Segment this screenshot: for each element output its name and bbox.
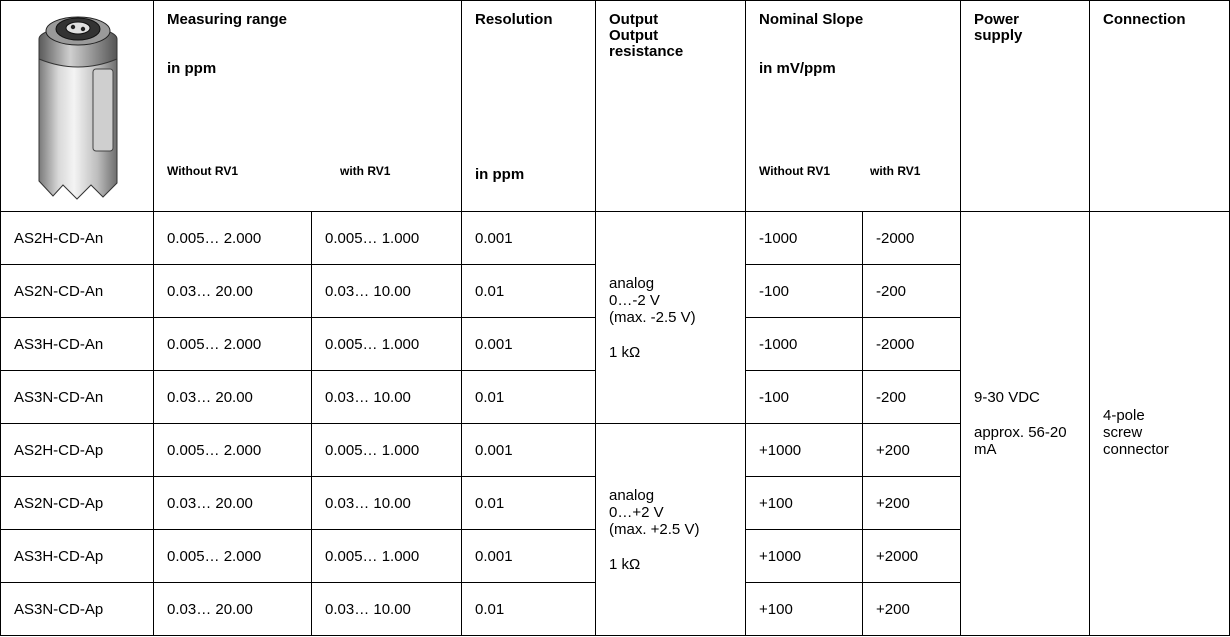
model-cell: AS3N-CD-An bbox=[0, 370, 154, 424]
range-without-cell: 0.005… 2.000 bbox=[153, 211, 312, 265]
range-with-cell: 0.005… 1.000 bbox=[311, 529, 462, 583]
output-negative-line1: analog bbox=[609, 274, 655, 292]
table-row: AS3N-CD-An 0.03… 20.00 0.03… 10.00 0.01 … bbox=[0, 370, 1230, 424]
output-positive-line2: 0…+2 V bbox=[609, 503, 664, 521]
range-without-cell: 0.03… 20.00 bbox=[153, 264, 312, 318]
range-with-cell: 0.03… 10.00 bbox=[311, 476, 462, 530]
table-row: AS2H-CD-Ap 0.005… 2.000 0.005… 1.000 0.0… bbox=[0, 423, 1230, 636]
range-with-rv1-label: with RV1 bbox=[340, 164, 391, 178]
table-row: AS3H-CD-Ap 0.005… 2.000 0.005… 1.000 0.0… bbox=[0, 529, 1230, 583]
output-header: Output Output resistance bbox=[595, 0, 746, 212]
model-cell: AS2N-CD-Ap bbox=[0, 476, 154, 530]
connection-cell: 4-pole screw connector bbox=[1089, 211, 1230, 636]
range-with-cell: 0.03… 10.00 bbox=[311, 370, 462, 424]
slope-without-cell: -100 bbox=[745, 370, 863, 424]
output-title-1: Output bbox=[609, 11, 659, 28]
slope-with-cell: +2000 bbox=[862, 529, 961, 583]
nominal-slope-unit: in mV/ppm bbox=[759, 60, 836, 77]
nominal-slope-header: Nominal Slope in mV/ppm Without RV1 with… bbox=[745, 0, 961, 212]
range-with-cell: 0.03… 10.00 bbox=[311, 582, 462, 636]
output-title-3: resistance bbox=[609, 43, 684, 60]
model-cell: AS3H-CD-Ap bbox=[0, 529, 154, 583]
table-row: AS3H-CD-An 0.005… 2.000 0.005… 1.000 0.0… bbox=[0, 317, 1230, 371]
slope-without-cell: +1000 bbox=[745, 529, 863, 583]
sensor-photo-cell bbox=[0, 0, 154, 212]
power-title-2: supply bbox=[974, 27, 1023, 44]
measuring-range-unit: in ppm bbox=[167, 60, 217, 77]
table-row: AS3N-CD-Ap 0.03… 20.00 0.03… 10.00 0.01 … bbox=[0, 582, 1230, 636]
output-positive-line3: (max. +2.5 V) bbox=[609, 520, 700, 538]
slope-with-cell: +200 bbox=[862, 423, 961, 477]
output-negative-resistance: 1 kΩ bbox=[609, 343, 641, 361]
output-negative-line2: 0…-2 V bbox=[609, 291, 660, 309]
slope-without-cell: -1000 bbox=[745, 317, 863, 371]
sensor-probe-icon bbox=[38, 16, 118, 200]
header-row: Measuring range in ppm Without RV1 with … bbox=[0, 0, 1230, 212]
slope-with-cell: -2000 bbox=[862, 211, 961, 265]
range-without-cell: 0.005… 2.000 bbox=[153, 423, 312, 477]
slope-with-cell: +200 bbox=[862, 582, 961, 636]
resolution-cell: 0.001 bbox=[461, 211, 596, 265]
power-title-1: Power bbox=[974, 11, 1020, 28]
output-negative-line3: (max. -2.5 V) bbox=[609, 308, 696, 326]
connection-line1: 4-pole bbox=[1103, 407, 1145, 424]
connection-line2: screw bbox=[1103, 424, 1143, 441]
model-cell: AS2H-CD-An bbox=[0, 211, 154, 265]
slope-with-cell: -200 bbox=[862, 370, 961, 424]
resolution-cell: 0.01 bbox=[461, 476, 596, 530]
table-row: AS2N-CD-An 0.03… 20.00 0.03… 10.00 0.01 … bbox=[0, 264, 1230, 318]
output-negative-cell: analog 0…-2 V (max. -2.5 V) 1 kΩ bbox=[595, 211, 746, 424]
range-with-cell: 0.005… 1.000 bbox=[311, 211, 462, 265]
range-with-cell: 0.005… 1.000 bbox=[311, 317, 462, 371]
slope-without-cell: +100 bbox=[745, 476, 863, 530]
table-row: AS2H-CD-An 0.005… 2.000 0.005… 1.000 0.0… bbox=[0, 211, 1230, 636]
slope-without-cell: -100 bbox=[745, 264, 863, 318]
resolution-cell: 0.001 bbox=[461, 423, 596, 477]
nominal-slope-title: Nominal Slope bbox=[759, 11, 864, 28]
slope-with-cell: -2000 bbox=[862, 317, 961, 371]
range-with-cell: 0.005… 1.000 bbox=[311, 423, 462, 477]
range-without-cell: 0.03… 20.00 bbox=[153, 476, 312, 530]
connection-header: Connection bbox=[1089, 0, 1230, 212]
measuring-range-header: Measuring range in ppm Without RV1 with … bbox=[153, 0, 462, 212]
resolution-header: Resolution in ppm bbox=[461, 0, 596, 212]
slope-without-cell: -1000 bbox=[745, 211, 863, 265]
resolution-cell: 0.001 bbox=[461, 317, 596, 371]
slope-with-cell: +200 bbox=[862, 476, 961, 530]
range-without-cell: 0.03… 20.00 bbox=[153, 370, 312, 424]
range-with-cell: 0.03… 10.00 bbox=[311, 264, 462, 318]
power-cell: 9-30 VDC approx. 56-20 mA bbox=[960, 211, 1090, 636]
measuring-range-title: Measuring range bbox=[167, 11, 288, 28]
power-voltage: 9-30 VDC bbox=[974, 389, 1040, 406]
model-cell: AS3N-CD-Ap bbox=[0, 582, 154, 636]
output-positive-resistance: 1 kΩ bbox=[609, 555, 641, 573]
power-current: approx. 56-20 mA bbox=[974, 424, 1067, 458]
range-without-cell: 0.005… 2.000 bbox=[153, 317, 312, 371]
model-cell: AS3H-CD-An bbox=[0, 317, 154, 371]
output-title-2: Output bbox=[609, 27, 659, 44]
slope-with-cell: -200 bbox=[862, 264, 961, 318]
connection-title: Connection bbox=[1103, 11, 1186, 28]
output-positive-line1: analog bbox=[609, 486, 655, 504]
resolution-cell: 0.001 bbox=[461, 529, 596, 583]
output-positive-cell: analog 0…+2 V (max. +2.5 V) 1 kΩ bbox=[595, 423, 746, 636]
resolution-title: Resolution bbox=[475, 11, 553, 28]
connection-line3: connector bbox=[1103, 441, 1169, 458]
power-header: Power supply bbox=[960, 0, 1090, 212]
range-without-cell: 0.005… 2.000 bbox=[153, 529, 312, 583]
range-without-cell: 0.03… 20.00 bbox=[153, 582, 312, 636]
slope-without-cell: +100 bbox=[745, 582, 863, 636]
resolution-cell: 0.01 bbox=[461, 264, 596, 318]
slope-without-cell: +1000 bbox=[745, 423, 863, 477]
model-cell: AS2H-CD-Ap bbox=[0, 423, 154, 477]
resolution-cell: 0.01 bbox=[461, 370, 596, 424]
slope-without-rv1-label: Without RV1 bbox=[759, 164, 830, 178]
resolution-unit: in ppm bbox=[475, 166, 525, 183]
slope-with-rv1-label: with RV1 bbox=[870, 164, 921, 178]
range-without-rv1-label: Without RV1 bbox=[167, 164, 238, 178]
model-cell: AS2N-CD-An bbox=[0, 264, 154, 318]
resolution-cell: 0.01 bbox=[461, 582, 596, 636]
